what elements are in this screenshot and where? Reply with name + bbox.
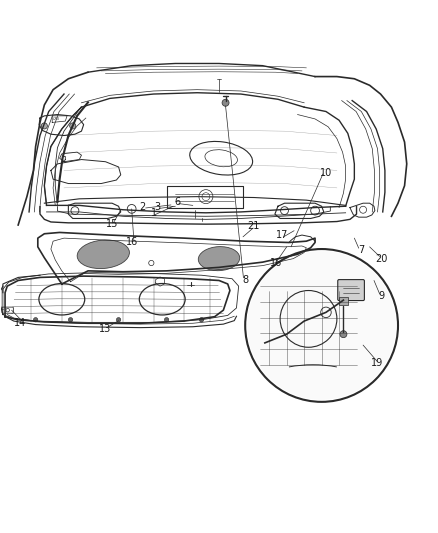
Text: 1: 1	[151, 208, 157, 218]
Text: 14: 14	[14, 318, 26, 328]
Text: 21: 21	[247, 221, 259, 231]
Text: 17: 17	[276, 230, 289, 240]
Circle shape	[340, 330, 347, 338]
FancyBboxPatch shape	[339, 297, 348, 305]
Circle shape	[164, 318, 169, 322]
Text: CXS: CXS	[53, 117, 60, 121]
Text: 7: 7	[358, 245, 364, 255]
Text: 3: 3	[155, 202, 161, 212]
Ellipse shape	[77, 240, 129, 269]
Text: 19: 19	[371, 358, 383, 368]
Text: 13: 13	[99, 325, 112, 334]
Text: 20: 20	[375, 254, 388, 264]
Circle shape	[68, 318, 73, 322]
Text: 8: 8	[242, 274, 248, 285]
Circle shape	[117, 318, 121, 322]
Text: 16: 16	[126, 237, 138, 247]
Text: 10: 10	[320, 168, 332, 177]
Circle shape	[41, 123, 47, 129]
Ellipse shape	[198, 247, 240, 271]
Text: 16: 16	[270, 258, 282, 268]
Circle shape	[199, 318, 204, 322]
Circle shape	[247, 251, 396, 400]
Circle shape	[222, 99, 229, 106]
Circle shape	[70, 123, 76, 129]
Circle shape	[33, 318, 38, 322]
FancyBboxPatch shape	[338, 280, 364, 301]
Text: 6: 6	[174, 197, 180, 207]
Text: 2: 2	[139, 201, 146, 212]
Text: 9: 9	[378, 291, 385, 301]
Text: 15: 15	[106, 219, 118, 229]
